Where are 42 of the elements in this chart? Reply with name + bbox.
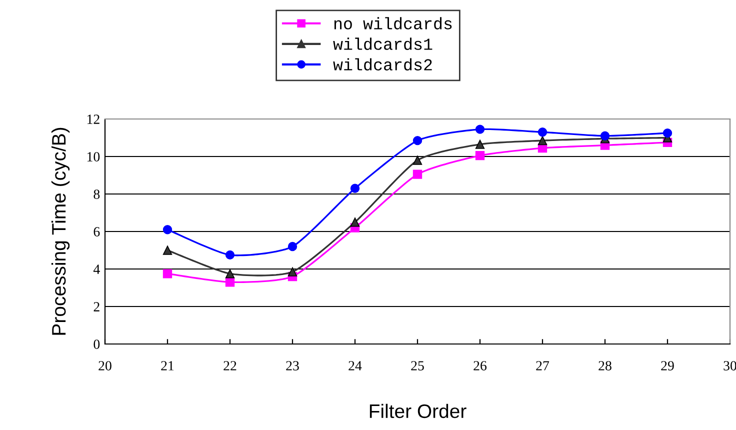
point	[162, 225, 172, 234]
point	[162, 246, 172, 255]
x-tick-label: 21	[161, 361, 174, 370]
y-tick-label: 10	[87, 152, 100, 162]
x-tick-label: 20	[98, 361, 112, 370]
x-tick-label: 22	[224, 361, 236, 370]
point	[475, 124, 485, 134]
legend-label: wildcards1	[333, 38, 432, 50]
point	[350, 184, 360, 193]
point	[538, 128, 548, 137]
point	[288, 267, 298, 276]
point	[538, 136, 548, 146]
y-axis-title: Processing Time (cyc/B)	[51, 128, 70, 335]
point	[225, 269, 235, 278]
x-tick-label: 24	[348, 361, 362, 370]
y-tick-label: 8	[94, 190, 100, 199]
point	[225, 250, 235, 260]
point	[600, 131, 610, 140]
x-tick-label: 28	[598, 361, 612, 370]
legend-label: wildcards2	[333, 58, 432, 71]
point	[475, 140, 485, 149]
x-tick-label: 30	[724, 361, 736, 370]
point	[412, 156, 422, 165]
x-axis-title: Filter Order	[370, 404, 466, 418]
x-tick-label: 29	[661, 361, 674, 370]
point	[412, 136, 422, 146]
y-tick-label: 4	[93, 264, 100, 274]
point	[288, 242, 298, 252]
point	[475, 150, 485, 160]
y-tick-label: 6	[94, 227, 100, 236]
y-tick-label: 12	[87, 114, 100, 124]
y-tick-label: 0	[94, 340, 100, 349]
x-tick-label: 26	[474, 361, 487, 370]
point	[662, 128, 672, 138]
x-tick-label: 25	[411, 361, 424, 370]
point	[162, 269, 172, 278]
x-tick-label: 23	[286, 361, 299, 370]
x-tick-label: 27	[536, 361, 550, 370]
point	[350, 218, 360, 227]
point	[412, 170, 422, 179]
y-tick-label: 2	[94, 302, 100, 312]
legend-label: no wildcards	[334, 17, 452, 30]
